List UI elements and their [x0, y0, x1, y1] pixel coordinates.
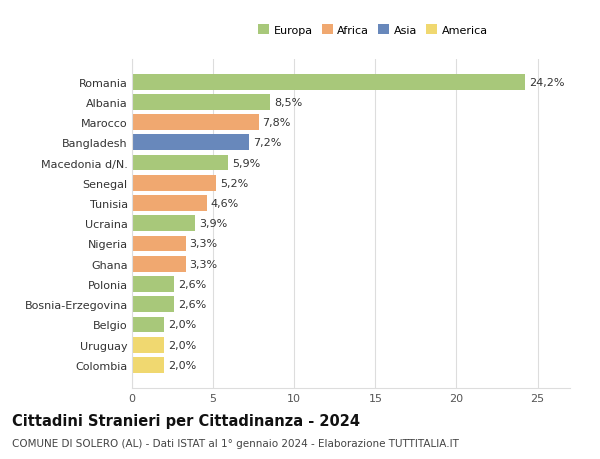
- Bar: [132, 317, 164, 333]
- Text: 5,2%: 5,2%: [220, 179, 248, 188]
- Text: 5,9%: 5,9%: [232, 158, 260, 168]
- Bar: [132, 155, 228, 171]
- Text: 2,6%: 2,6%: [178, 300, 206, 309]
- Bar: [132, 297, 174, 313]
- Bar: [132, 135, 249, 151]
- Bar: [132, 236, 185, 252]
- Legend: Europa, Africa, Asia, America: Europa, Africa, Asia, America: [256, 22, 490, 38]
- Bar: [132, 115, 259, 131]
- Bar: [132, 276, 174, 292]
- Text: 2,0%: 2,0%: [169, 320, 197, 330]
- Bar: [132, 175, 217, 191]
- Bar: [132, 95, 270, 111]
- Text: 2,0%: 2,0%: [169, 340, 197, 350]
- Bar: [132, 216, 195, 232]
- Text: 7,8%: 7,8%: [263, 118, 291, 128]
- Text: COMUNE DI SOLERO (AL) - Dati ISTAT al 1° gennaio 2024 - Elaborazione TUTTITALIA.: COMUNE DI SOLERO (AL) - Dati ISTAT al 1°…: [12, 438, 459, 448]
- Bar: [132, 196, 206, 212]
- Bar: [132, 357, 164, 373]
- Bar: [132, 256, 185, 272]
- Text: 3,3%: 3,3%: [190, 239, 218, 249]
- Bar: [132, 74, 524, 90]
- Text: 2,0%: 2,0%: [169, 360, 197, 370]
- Text: 2,6%: 2,6%: [178, 280, 206, 289]
- Text: Cittadini Stranieri per Cittadinanza - 2024: Cittadini Stranieri per Cittadinanza - 2…: [12, 413, 360, 428]
- Text: 3,3%: 3,3%: [190, 259, 218, 269]
- Text: 7,2%: 7,2%: [253, 138, 281, 148]
- Bar: [132, 337, 164, 353]
- Text: 8,5%: 8,5%: [274, 98, 302, 107]
- Text: 4,6%: 4,6%: [211, 199, 239, 208]
- Text: 24,2%: 24,2%: [529, 78, 564, 88]
- Text: 3,9%: 3,9%: [199, 219, 227, 229]
